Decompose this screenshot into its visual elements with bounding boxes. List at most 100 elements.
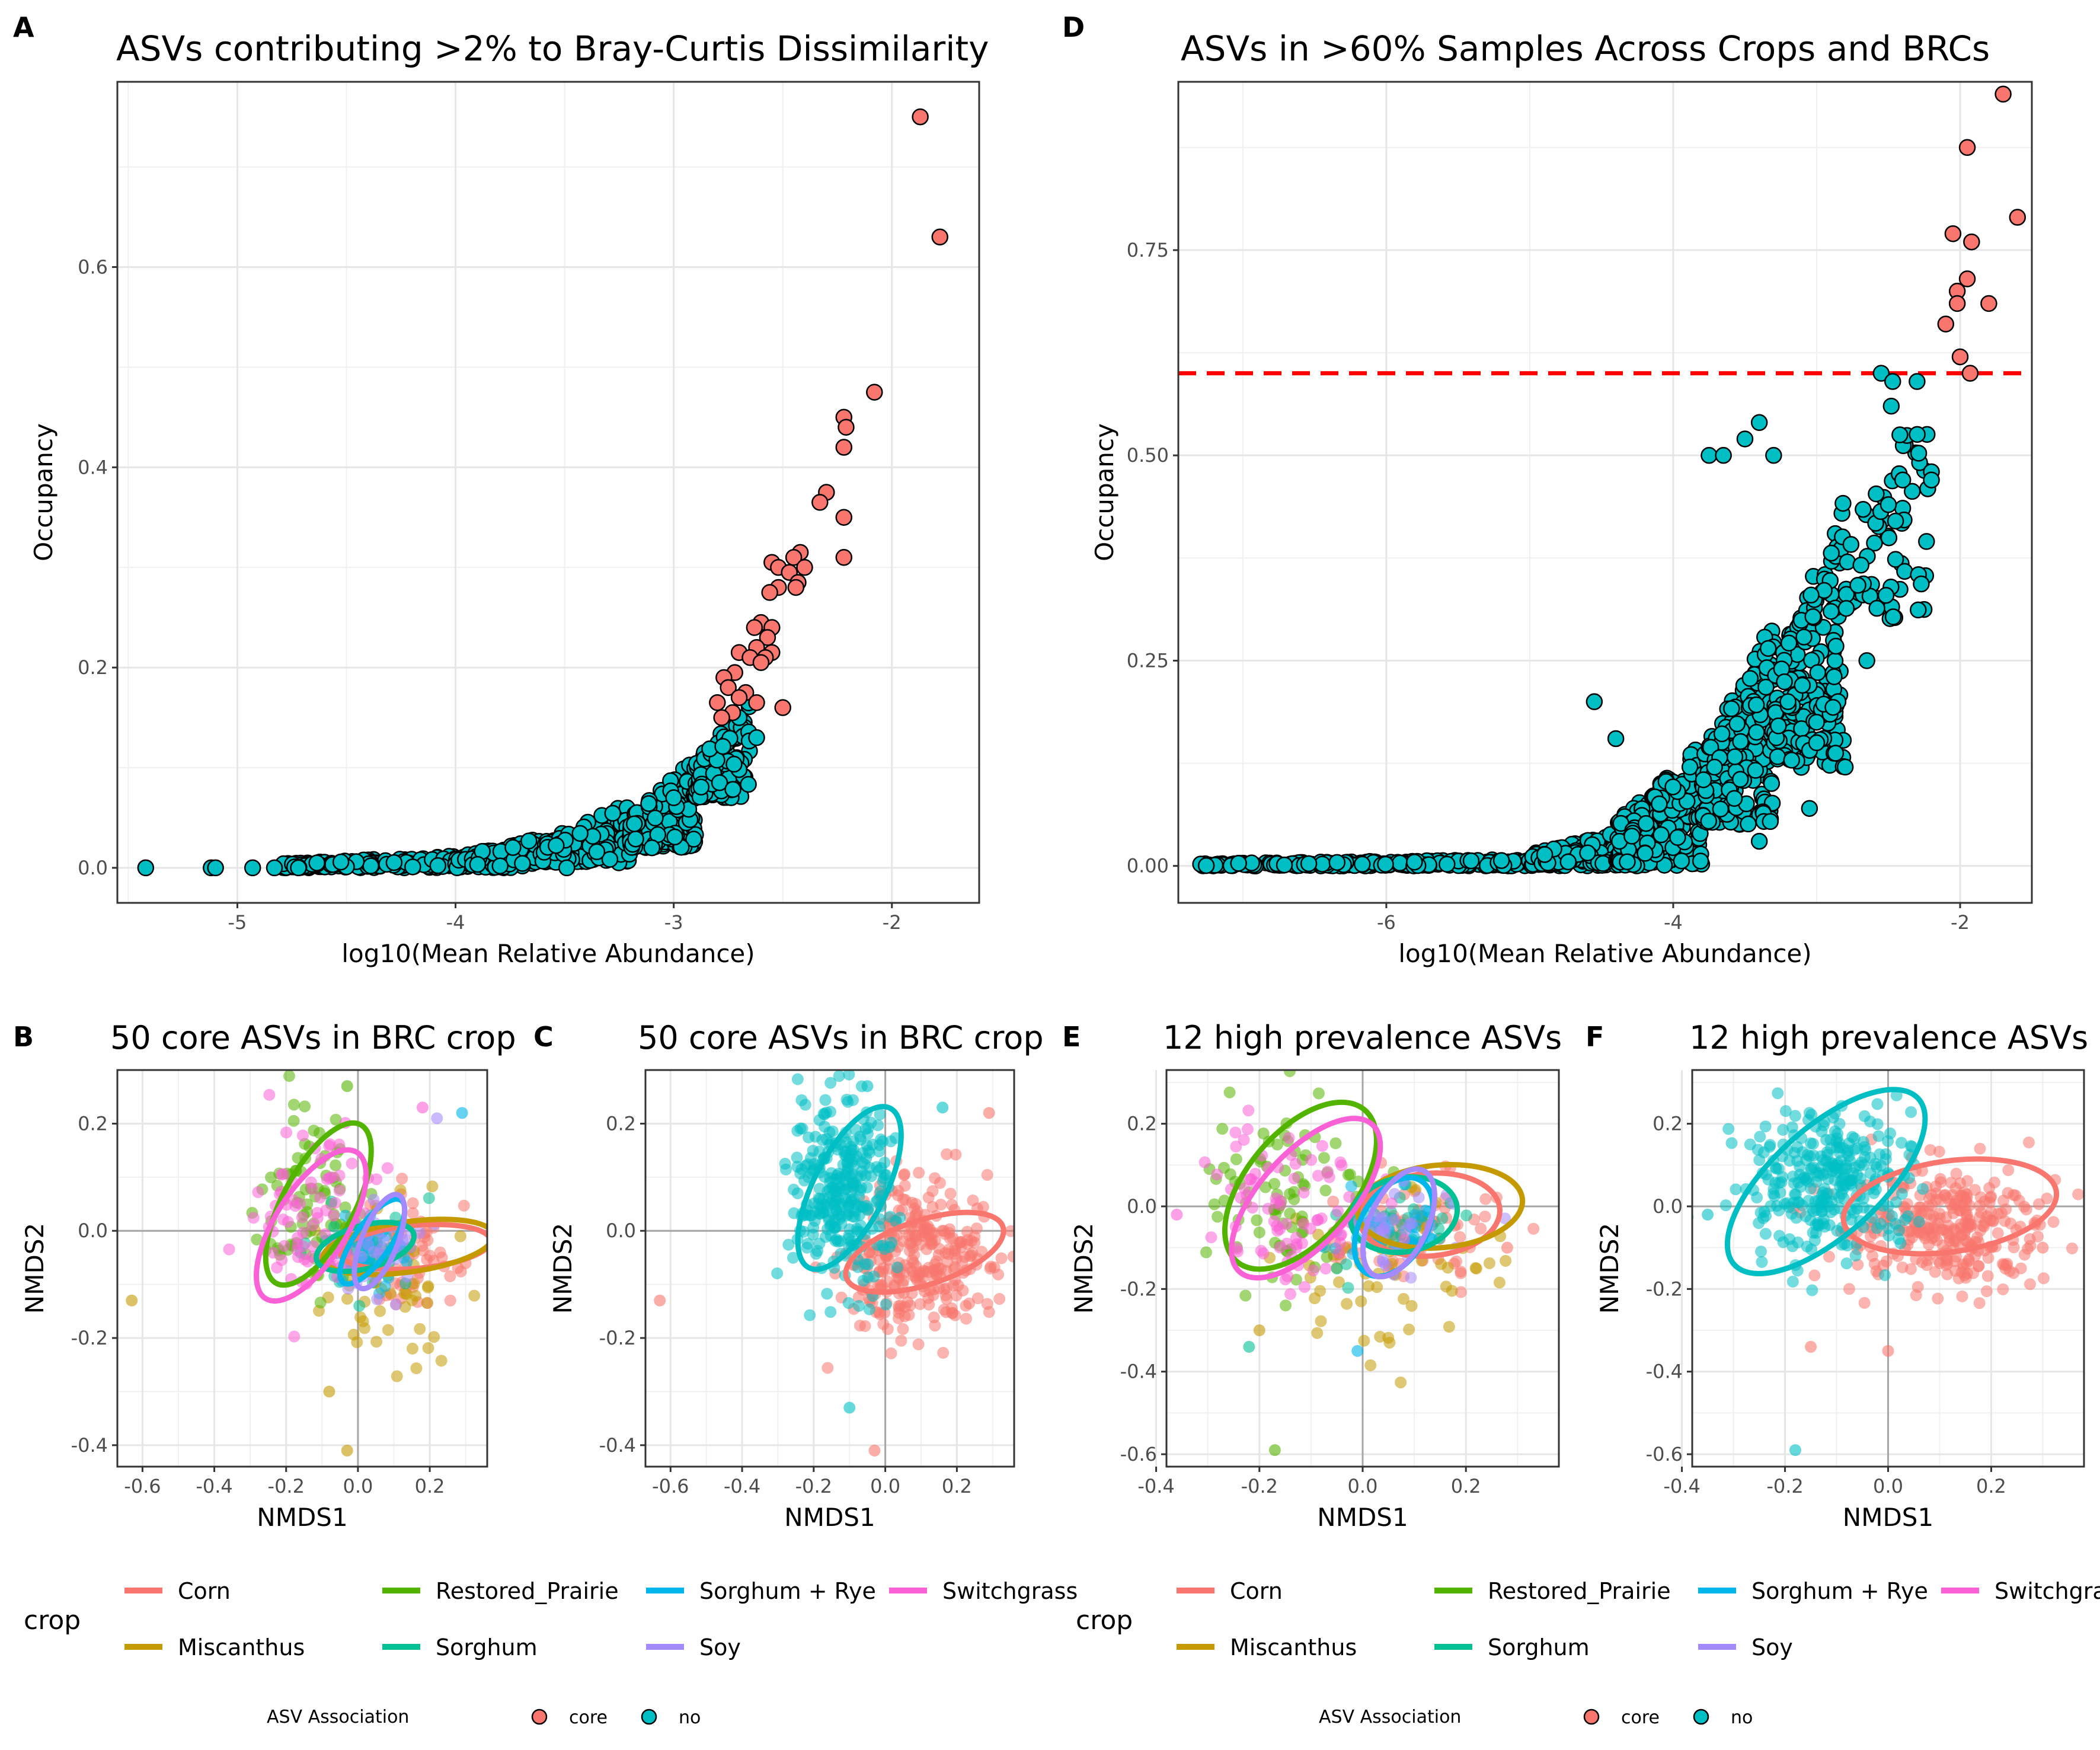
point-restored-prairie	[251, 1233, 263, 1246]
y-tick-label: 0.2	[78, 656, 108, 679]
point-restored-prairie	[1223, 1086, 1236, 1098]
point-core	[868, 1444, 881, 1457]
point-no	[1880, 1148, 1892, 1160]
y-tick-label: -0.4	[1646, 1361, 1683, 1383]
panel-title: ASVs contributing >2% to Bray-Curtis Dis…	[116, 28, 989, 69]
point-switchgrass	[1304, 1222, 1316, 1235]
point-core	[1958, 139, 1976, 157]
point-no	[1774, 1186, 1786, 1199]
point-no	[1795, 628, 1813, 646]
point-no	[834, 1182, 846, 1195]
ellipse-switchgrass	[254, 1147, 369, 1304]
point-no	[1792, 1196, 1804, 1208]
point-core	[1917, 1205, 1929, 1217]
legend-key-no	[1693, 1709, 1709, 1725]
point-no	[404, 858, 421, 876]
point-miscanthus	[1341, 1298, 1353, 1310]
point-core	[983, 1107, 995, 1119]
point-no	[842, 1296, 855, 1309]
point-no	[1740, 815, 1757, 833]
point-sorghum-rye	[1351, 1345, 1364, 1357]
point-soy	[1499, 1212, 1511, 1225]
point-no	[1763, 1141, 1776, 1153]
x-axis-label: NMDS1	[784, 1503, 875, 1532]
point-switchgrass	[1305, 1154, 1318, 1166]
point-restored-prairie	[1260, 1181, 1272, 1193]
point-no	[1885, 1210, 1898, 1222]
y-tick-label: -0.4	[1120, 1361, 1157, 1383]
x-axis-label: log10(Mean Relative Abundance)	[341, 939, 755, 968]
point-core	[927, 1289, 939, 1301]
point-no	[801, 1241, 813, 1254]
ellipse-switchgrass	[1229, 1116, 1383, 1280]
point-no	[865, 1170, 877, 1183]
point-no	[832, 1235, 845, 1248]
point-corn	[1479, 1193, 1492, 1205]
point-no	[779, 1163, 792, 1176]
point-no	[1896, 1187, 1908, 1200]
point-core	[877, 1318, 890, 1330]
point-restored-prairie	[1318, 1152, 1330, 1164]
point-no	[824, 1172, 836, 1184]
point-core	[835, 549, 853, 566]
point-no	[1439, 855, 1456, 873]
point-core	[1852, 1259, 1864, 1271]
point-no	[807, 1221, 820, 1234]
point-switchgrass	[1244, 1173, 1256, 1186]
point-no	[1884, 608, 1902, 625]
point-no	[1536, 846, 1554, 863]
point-miscanthus	[1405, 1299, 1418, 1312]
point-switchgrass	[252, 1186, 264, 1199]
point-no	[1848, 1132, 1861, 1145]
point-sorghum	[423, 1192, 435, 1205]
point-core	[926, 1238, 939, 1250]
point-core	[1929, 1266, 1941, 1278]
point-no	[1808, 1234, 1821, 1247]
point-restored-prairie	[1200, 1246, 1212, 1259]
point-switchgrass	[329, 1197, 341, 1209]
y-axis-label: NMDS2	[20, 1223, 49, 1314]
point-core	[1868, 1258, 1881, 1270]
point-no	[873, 1221, 886, 1233]
point-no	[1872, 365, 1890, 382]
point-core	[984, 1262, 996, 1275]
point-core	[1973, 1297, 1986, 1310]
point-core	[1948, 295, 1966, 312]
point-core	[874, 1308, 886, 1320]
point-restored-prairie	[1268, 1444, 1281, 1457]
point-soy	[1377, 1256, 1389, 1269]
point-no	[1736, 430, 1754, 448]
point-restored-prairie	[283, 1070, 295, 1082]
y-tick-label: 0.25	[1127, 649, 1169, 672]
point-no	[1719, 1199, 1732, 1212]
point-no	[1826, 652, 1844, 669]
x-tick-label: -6	[1377, 911, 1396, 934]
point-no	[1759, 1228, 1772, 1240]
point-no	[894, 1212, 906, 1224]
point-no	[1871, 1098, 1884, 1110]
point-switchgrass	[1398, 1233, 1411, 1246]
point-no	[1855, 1172, 1867, 1184]
point-core	[748, 694, 765, 711]
point-no	[1868, 599, 1885, 617]
point-miscanthus	[1253, 1324, 1265, 1337]
point-switchgrass	[314, 1192, 327, 1204]
point-restored-prairie	[1344, 1168, 1356, 1181]
point-core	[1948, 1224, 1961, 1237]
point-no	[794, 1122, 807, 1135]
point-miscanthus	[1446, 1285, 1458, 1297]
x-axis-label: NMDS1	[257, 1503, 347, 1532]
legend-label: Switchgrass	[942, 1578, 1078, 1604]
point-soy	[371, 1293, 383, 1305]
point-no	[385, 854, 403, 871]
point-core	[892, 1300, 904, 1312]
point-no	[1904, 1140, 1917, 1152]
point-no	[857, 1275, 870, 1287]
point-no	[1712, 800, 1730, 817]
point-miscanthus	[406, 1342, 418, 1355]
point-miscanthus	[1500, 1254, 1512, 1267]
point-switchgrass	[416, 1101, 429, 1114]
point-switchgrass	[306, 1183, 318, 1195]
point-no	[1880, 529, 1898, 547]
point-switchgrass	[1205, 1231, 1217, 1244]
